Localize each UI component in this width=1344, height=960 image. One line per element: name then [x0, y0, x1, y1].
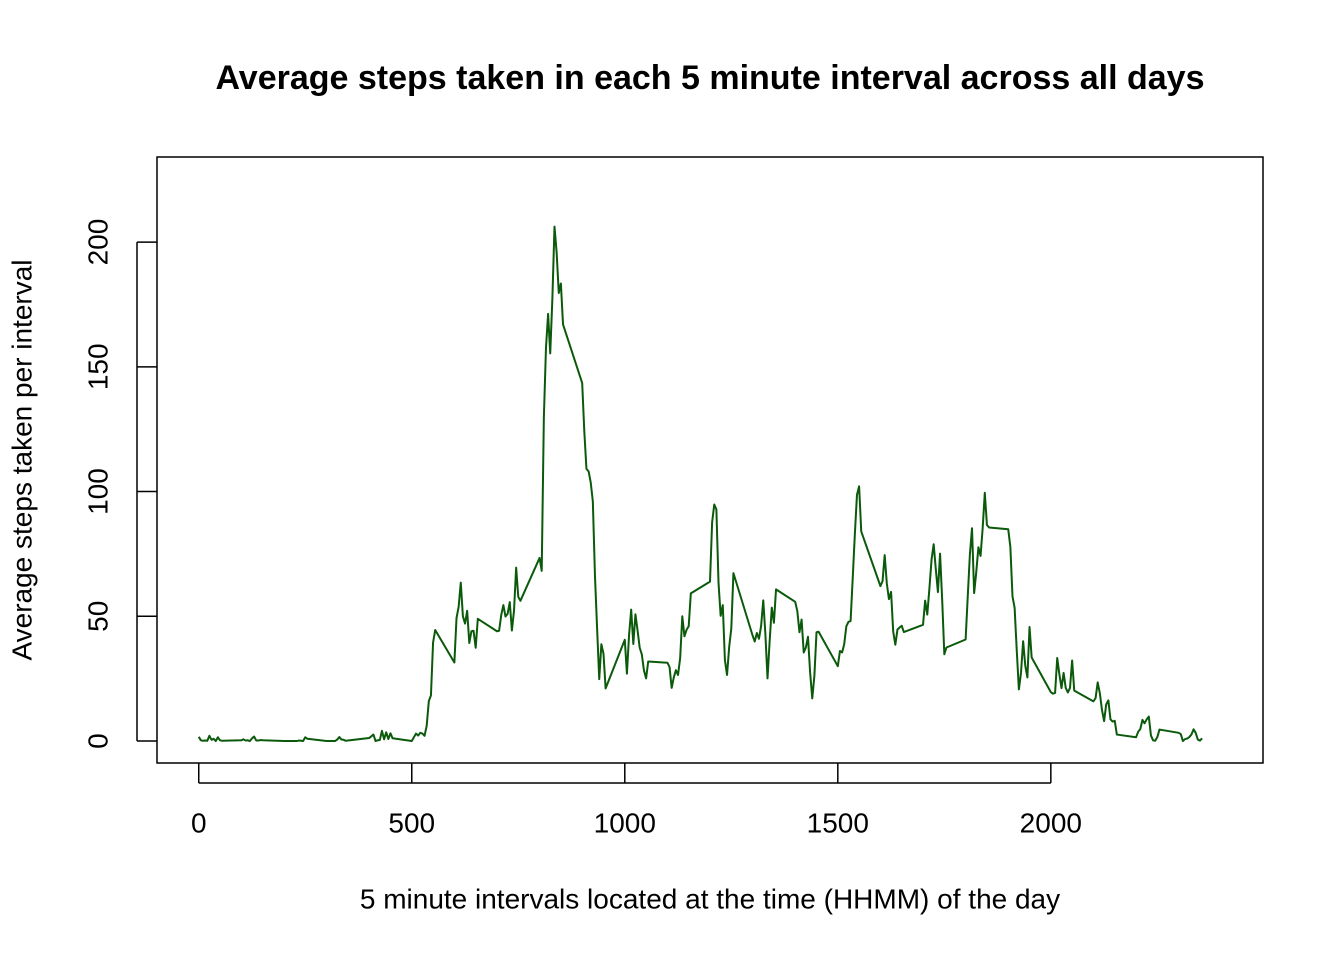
y-tick-label: 150 [82, 343, 113, 390]
y-tick-label: 50 [82, 601, 113, 632]
x-tick-label: 2000 [1020, 807, 1082, 838]
y-axis-label: Average steps taken per interval [6, 259, 37, 660]
y-tick-label: 100 [82, 468, 113, 515]
x-tick-label: 500 [388, 807, 435, 838]
chart-title: Average steps taken in each 5 minute int… [216, 59, 1205, 97]
x-tick-label: 0 [191, 807, 207, 838]
x-tick-label: 1500 [807, 807, 869, 838]
plot-frame [156, 156, 1264, 764]
y-tick-label: 0 [82, 733, 113, 749]
x-axis-label: 5 minute intervals located at the time (… [360, 883, 1060, 914]
data-line [197, 225, 1203, 743]
y-tick-label: 200 [82, 219, 113, 266]
x-tick-label: 1000 [594, 807, 656, 838]
